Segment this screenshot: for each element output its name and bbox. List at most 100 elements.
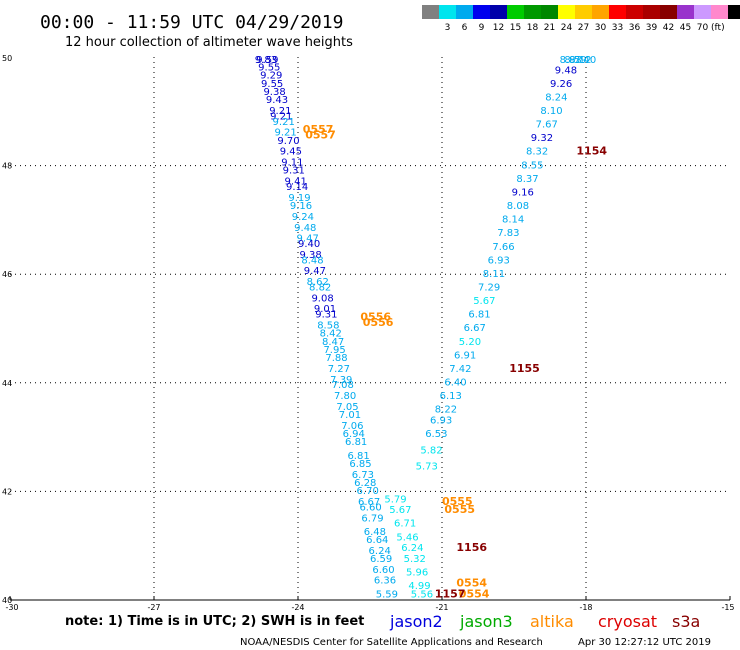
wave-height-label: 6.24 xyxy=(369,546,391,557)
colorbar-label: 6 xyxy=(462,23,468,33)
wave-height-label: 6.60 xyxy=(359,502,381,513)
x-tick-label: -27 xyxy=(147,603,160,612)
wave-height-label: 5.46 xyxy=(396,532,418,543)
chart-title: 00:00 - 11:59 UTC 04/29/2019 xyxy=(40,12,343,33)
wave-height-label: 8.14 xyxy=(502,215,524,226)
wave-height-label: 7.88 xyxy=(325,353,347,364)
colorbar-swatch xyxy=(541,5,558,19)
wave-height-label: 6.24 xyxy=(401,543,423,554)
wave-height-label: 7.40 xyxy=(574,55,596,66)
wave-height-label: 6.81 xyxy=(345,437,367,448)
legend: jason2 jason3 altika cryosat s3a xyxy=(389,612,700,631)
colorbar-swatch xyxy=(439,5,456,19)
pass-time-label: 0554 xyxy=(459,587,490,600)
colorbar-swatch xyxy=(643,5,660,19)
wave-height-label: 6.94 xyxy=(343,429,365,440)
y-tick-label: 42 xyxy=(2,487,12,496)
colorbar-label: 18 xyxy=(527,23,539,33)
pass-time-label: 0556 xyxy=(363,316,394,329)
wave-height-label: 7.95 xyxy=(323,345,345,356)
wave-height-label: 9.40 xyxy=(298,239,320,250)
footer-timestamp: Apr 30 12:27:12 UTC 2019 xyxy=(578,637,711,648)
wave-height-label: 8.82 xyxy=(309,282,331,293)
wave-height-label: 8.93 xyxy=(560,55,582,66)
y-tick-label: 50 xyxy=(2,54,12,63)
colorbar-label: 3 xyxy=(445,23,451,33)
pass-time-label: 0556 xyxy=(360,310,391,323)
colorbar-label: 39 xyxy=(646,23,658,33)
x-tick-label: -18 xyxy=(579,603,592,612)
y-tick-label: 48 xyxy=(2,162,12,171)
wave-height-label: 6.59 xyxy=(370,554,392,565)
wave-height-label: 9.48 xyxy=(555,65,577,76)
wave-height-label: 9.08 xyxy=(311,293,333,304)
legend-item-cryosat: cryosat xyxy=(598,612,657,631)
wave-height-label: 5.79 xyxy=(384,494,406,505)
wave-height-label: 7.01 xyxy=(339,410,361,421)
wave-height-label: 8.42 xyxy=(320,329,342,340)
chart-subtitle: 12 hour collection of altimeter wave hei… xyxy=(65,35,353,50)
wave-height-label: 8.55 xyxy=(521,160,543,171)
colorbar-label: 15 xyxy=(510,23,521,33)
colorbar-swatch xyxy=(422,5,439,19)
legend-item-jason2: jason2 xyxy=(389,612,443,631)
wave-height-label: 7.67 xyxy=(536,120,558,131)
footer-note: note: 1) Time is in UTC; 2) SWH is in fe… xyxy=(65,614,364,629)
wave-height-label: 6.60 xyxy=(372,565,394,576)
wave-height-label: 5.59 xyxy=(376,589,398,600)
wave-height-label: 8.47 xyxy=(322,337,344,348)
wave-height-label: 5.73 xyxy=(416,462,438,473)
wave-height-label: 6.64 xyxy=(366,535,388,546)
colorbar-swatch xyxy=(609,5,626,19)
wave-height-label: 9.70 xyxy=(277,136,299,147)
colorbar-swatch xyxy=(694,5,711,19)
wave-height-label: 8.12 xyxy=(569,55,591,66)
wave-height-label: 7.80 xyxy=(334,391,356,402)
axes xyxy=(9,596,731,601)
wave-height-label: 9.24 xyxy=(292,212,314,223)
wave-height-label: 8.62 xyxy=(307,277,329,288)
wave-height-label: 5.67 xyxy=(389,505,411,516)
colorbar-swatch xyxy=(456,5,473,19)
wave-height-label: 8.10 xyxy=(540,106,562,117)
colorbar-swatch xyxy=(592,5,609,19)
wave-height-label: 9.45 xyxy=(280,147,302,158)
wave-height-label: 9.26 xyxy=(550,79,572,90)
legend-item-jason3: jason3 xyxy=(459,612,513,631)
x-tick-label: -24 xyxy=(291,603,304,612)
wave-height-label: 8.11 xyxy=(483,269,505,280)
wave-height-label: 5.82 xyxy=(420,445,442,456)
colorbar-label: 9 xyxy=(479,23,485,33)
wave-height-label: 6.93 xyxy=(430,416,452,427)
x-tick-label: -15 xyxy=(721,603,734,612)
colorbar-swatch xyxy=(524,5,541,19)
colorbar-swatch xyxy=(507,5,524,19)
wave-height-label: 7.66 xyxy=(492,242,514,253)
pass-time-label: 1155 xyxy=(509,362,540,375)
colorbar: 3 6 9 12 15 18 21 24 27 30 33 36 39 42 45 70 (ft) xyxy=(422,5,740,33)
wave-height-label: 8.22 xyxy=(435,405,457,416)
colorbar-swatch xyxy=(711,5,728,19)
wave-height-label: 6.53 xyxy=(425,429,447,440)
wave-height-label: 6.85 xyxy=(349,459,371,470)
colorbar-label: 21 xyxy=(544,23,555,33)
wave-height-label: 9.16 xyxy=(290,201,312,212)
wave-height-label: 8.32 xyxy=(526,147,548,158)
data-labels: 9.839.599.559.299.559.389.439.219.219.21… xyxy=(255,55,608,600)
colorbar-swatch xyxy=(728,5,740,19)
colorbar-swatch xyxy=(677,5,694,19)
colorbar-label: 12 xyxy=(493,23,504,33)
wave-height-label: 5.32 xyxy=(404,554,426,565)
wave-height-label: 9.38 xyxy=(299,250,321,261)
wave-height-label: 6.79 xyxy=(361,513,383,524)
wave-height-label: 9.41 xyxy=(285,177,307,188)
wave-height-label: 7.39 xyxy=(330,375,352,386)
wave-height-label: 8.37 xyxy=(516,174,538,185)
wave-height-label: 6.91 xyxy=(454,350,476,361)
wave-height-label: 9.01 xyxy=(314,304,336,315)
wave-height-label: 9.11 xyxy=(281,158,303,169)
wave-height-label: 8.59 xyxy=(564,55,586,66)
wave-height-label: 4.99 xyxy=(408,581,430,592)
x-tick-labels: -30 -27 -24 -21 -18 -15 xyxy=(5,603,734,612)
wave-height-label: 9.21 xyxy=(270,111,292,122)
